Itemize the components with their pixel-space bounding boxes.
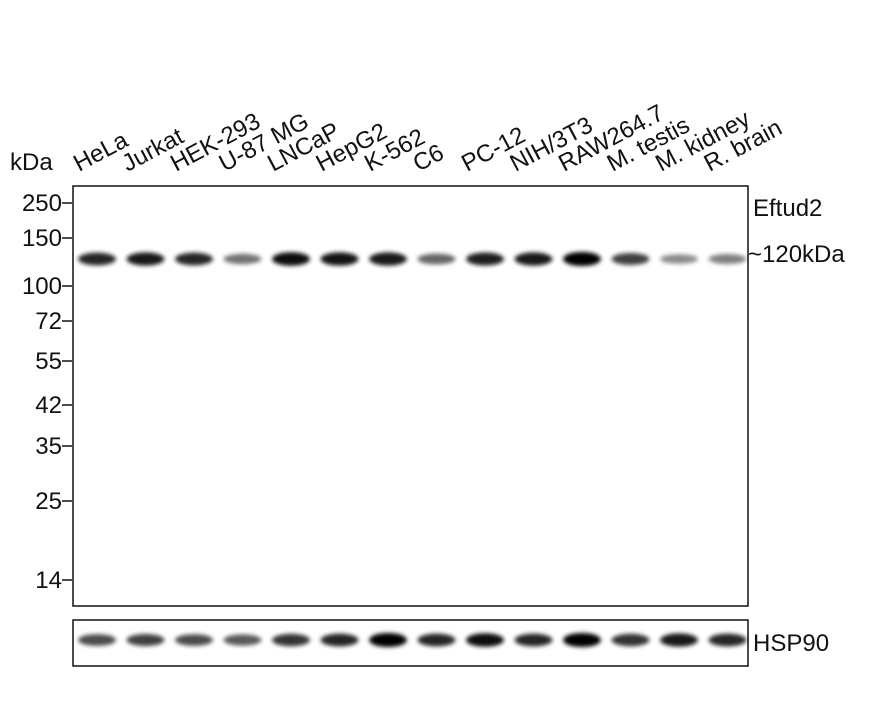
target-label: Eftud2 [753, 195, 822, 222]
main-panel [72, 185, 749, 607]
control-label: HSP90 [753, 630, 829, 657]
band [126, 252, 165, 266]
control-band [369, 633, 407, 647]
band [611, 253, 650, 265]
band [78, 252, 116, 266]
band [417, 253, 456, 265]
marker-label: 72 [35, 308, 62, 335]
control-band [320, 633, 359, 647]
marker-label: 150 [22, 225, 62, 252]
band [708, 254, 747, 264]
control-band [708, 633, 747, 647]
band [660, 254, 698, 264]
control-band [563, 633, 601, 647]
marker-label: 14 [35, 567, 62, 594]
control-band [417, 633, 456, 647]
marker-label: 55 [35, 348, 62, 375]
control-band [175, 634, 213, 646]
band [514, 252, 553, 266]
marker-label: 42 [35, 392, 62, 419]
band [466, 252, 504, 266]
marker-label: 25 [35, 488, 62, 515]
band [223, 253, 262, 265]
band-size-label: ~120kDa [748, 241, 845, 268]
control-band [78, 634, 116, 646]
control-band [611, 633, 650, 647]
band [369, 252, 407, 266]
control-band [126, 634, 165, 646]
marker-unit: kDa [10, 149, 53, 176]
control-band [272, 633, 310, 647]
control-band [514, 633, 553, 647]
band [563, 252, 601, 266]
band [175, 252, 213, 266]
marker-label: 250 [22, 190, 62, 217]
control-band [660, 633, 698, 647]
marker-label: 35 [35, 433, 62, 460]
control-band [466, 633, 504, 647]
control-band [223, 634, 262, 646]
marker-label: 100 [22, 273, 62, 300]
band [320, 252, 359, 266]
band [272, 252, 310, 266]
